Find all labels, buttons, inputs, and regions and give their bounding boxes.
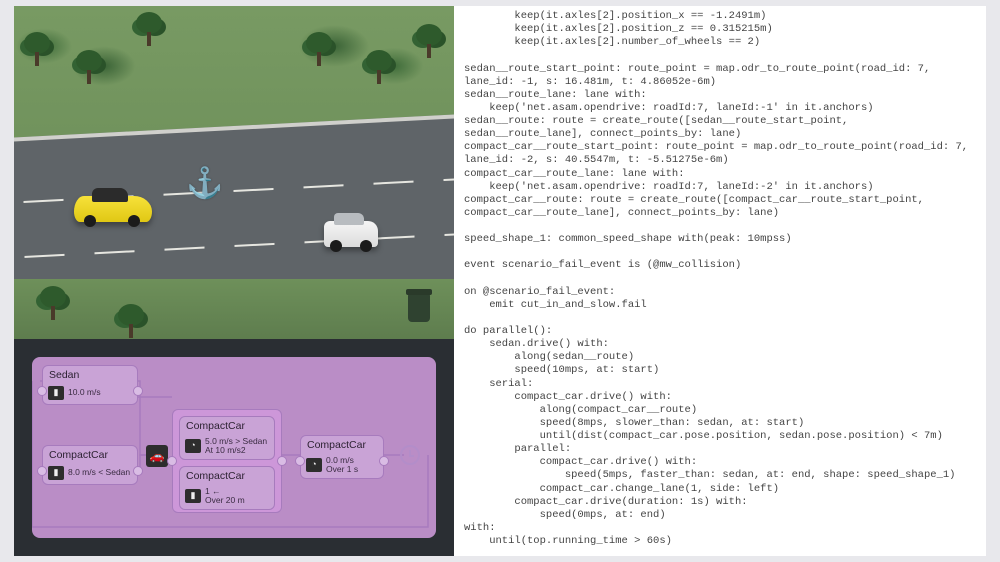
tree-icon [424,28,434,58]
tree-icon [314,36,324,66]
road-icon: ▮ [185,489,201,503]
terrain-grass-bottom [14,279,454,339]
tree-icon [374,54,384,84]
tree-icon [32,36,42,66]
graph-canvas[interactable]: Sedan ▮ 10.0 m/s CompactCar ▮ 8.0 m/s < … [32,357,436,538]
vehicle-icon[interactable]: 🚗 [146,445,168,467]
node-group[interactable]: CompactCar ◔ 5.0 m/s > SedanAt 10 m/s2 C… [172,409,282,513]
node-title: Sedan [43,366,137,384]
tree-icon [144,16,154,46]
node-metric: 10.0 m/s [68,388,101,397]
node-compact-a[interactable]: CompactCar ◔ 5.0 m/s > SedanAt 10 m/s2 [179,416,275,460]
vehicle-sedan[interactable] [74,196,152,222]
trash-bin-prop [408,294,430,322]
node-title: CompactCar [180,417,274,435]
vehicle-compact[interactable] [324,221,378,247]
node-compact-c[interactable]: CompactCar ◔ 0.0 m/sOver 1 s [300,435,384,479]
node-metric: 8.0 m/s < Sedan [68,468,130,477]
road-icon: ▮ [48,466,64,480]
node-compact-b[interactable]: CompactCar ▮ 1 ←Over 20 m [179,466,275,510]
sim-viewport[interactable]: ⚓ [14,6,454,339]
anchor-icon[interactable]: ⚓ [186,166,223,201]
node-title: CompactCar [180,467,274,485]
road-icon: ▮ [48,386,64,400]
node-metric: 5.0 m/s > SedanAt 10 m/s2 [205,437,267,456]
app-frame: ⚓ [14,6,986,556]
left-column: ⚓ [14,6,454,556]
code-panel[interactable]: keep(it.axles[2].position_x == -1.2491m)… [454,6,986,556]
scenario-graph-panel[interactable]: Sedan ▮ 10.0 m/s CompactCar ▮ 8.0 m/s < … [14,339,454,556]
node-title: CompactCar [43,446,137,464]
clock-icon[interactable] [400,445,420,465]
node-compact-init[interactable]: CompactCar ▮ 8.0 m/s < Sedan [42,445,138,485]
node-metric: 1 ←Over 20 m [205,487,245,506]
gauge-icon: ◔ [306,458,322,472]
tree-icon [126,308,136,338]
node-sedan[interactable]: Sedan ▮ 10.0 m/s [42,365,138,405]
code-text: keep(it.axles[2].position_x == -1.2491m)… [464,10,968,547]
tree-icon [84,54,94,84]
node-title: CompactCar [301,436,383,454]
gauge-icon: ◔ [185,439,201,453]
node-metric: 0.0 m/sOver 1 s [326,456,358,475]
tree-icon [48,290,58,320]
